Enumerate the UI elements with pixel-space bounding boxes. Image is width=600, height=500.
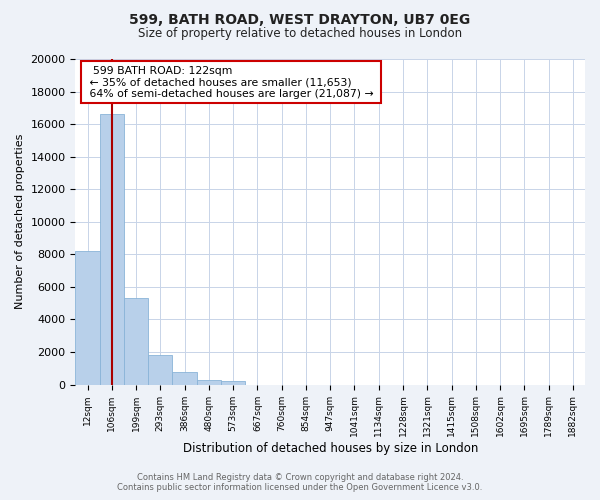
Text: 599 BATH ROAD: 122sqm  
 ← 35% of detached houses are smaller (11,653) 
 64% of : 599 BATH ROAD: 122sqm ← 35% of detached …	[86, 66, 377, 98]
Bar	[148, 356, 172, 384]
X-axis label: Distribution of detached houses by size in London: Distribution of detached houses by size …	[182, 442, 478, 455]
Bar	[197, 380, 221, 384]
Bar	[76, 251, 100, 384]
Bar	[100, 114, 124, 384]
Text: 599, BATH ROAD, WEST DRAYTON, UB7 0EG: 599, BATH ROAD, WEST DRAYTON, UB7 0EG	[130, 12, 470, 26]
Text: Contains HM Land Registry data © Crown copyright and database right 2024.
Contai: Contains HM Land Registry data © Crown c…	[118, 473, 482, 492]
Y-axis label: Number of detached properties: Number of detached properties	[15, 134, 25, 310]
Bar	[124, 298, 148, 384]
Bar	[172, 372, 197, 384]
Text: Size of property relative to detached houses in London: Size of property relative to detached ho…	[138, 28, 462, 40]
Bar	[221, 382, 245, 384]
